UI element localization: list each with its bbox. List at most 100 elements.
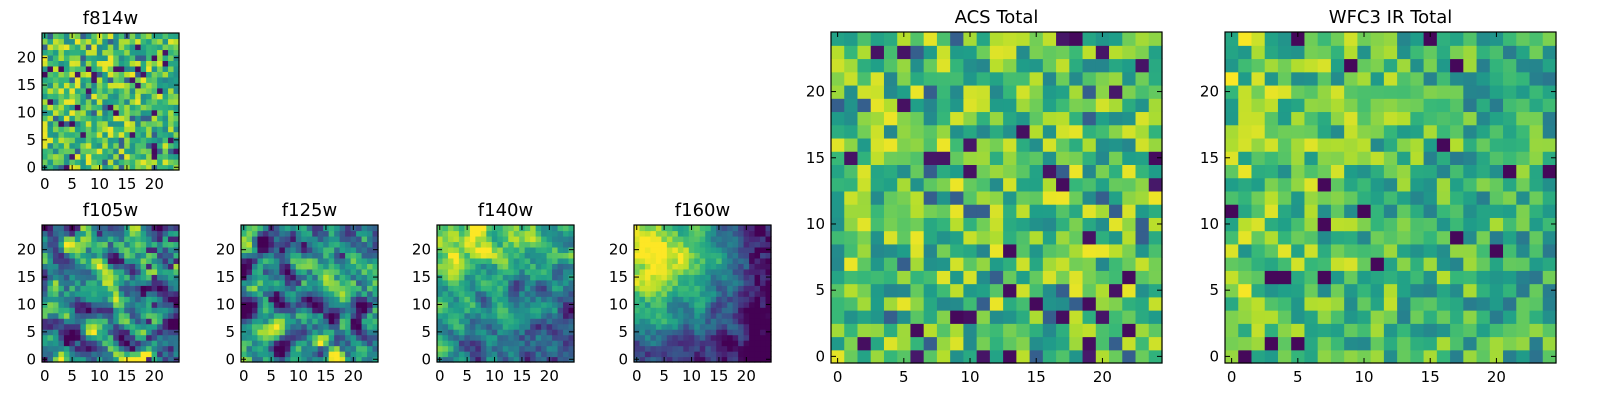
heatmap-cell xyxy=(124,329,131,336)
heatmap-cell xyxy=(350,285,357,292)
heatmap-cell xyxy=(1397,349,1411,364)
heatmap-cell xyxy=(1542,283,1557,298)
heatmap-cell xyxy=(42,120,49,127)
heatmap-cell xyxy=(91,98,98,105)
heatmap-cell xyxy=(74,38,81,45)
heatmap-cell xyxy=(1410,310,1425,324)
heatmap-cell xyxy=(844,151,859,165)
heatmap-cell xyxy=(655,318,662,325)
heatmap-cell xyxy=(279,241,286,248)
heatmap-cell xyxy=(552,246,559,253)
heatmap-cell xyxy=(447,312,455,319)
heatmap-cell xyxy=(157,296,164,303)
heatmap-cell xyxy=(831,296,845,311)
heatmap-cell xyxy=(1095,58,1110,73)
heatmap-cell xyxy=(1225,270,1239,285)
heatmap-cell xyxy=(113,268,120,275)
heatmap-cell xyxy=(129,334,136,341)
heatmap-cell xyxy=(168,301,175,308)
heatmap-cell xyxy=(151,268,158,275)
heatmap-cell xyxy=(1304,45,1319,60)
heatmap-cell xyxy=(157,356,164,363)
heatmap-cell xyxy=(246,225,253,232)
heatmap-cell xyxy=(710,263,717,270)
heatmap-cell xyxy=(1450,190,1464,205)
heatmap-cell xyxy=(688,268,695,275)
heatmap-cell xyxy=(129,318,136,325)
heatmap-cell xyxy=(91,252,98,259)
y-tick-label: 10 xyxy=(17,103,36,121)
heatmap-cell xyxy=(241,334,248,341)
heatmap-cell xyxy=(1463,323,1478,338)
heatmap-cell xyxy=(1225,45,1239,60)
heatmap-cell xyxy=(246,307,253,314)
heatmap-cell xyxy=(923,177,938,192)
heatmap-cell xyxy=(710,351,717,358)
heatmap-cell xyxy=(1251,111,1266,126)
heatmap-cell xyxy=(1397,111,1411,126)
heatmap-cell xyxy=(173,241,180,248)
heatmap-cell xyxy=(118,329,125,336)
heatmap-cell xyxy=(162,98,169,105)
heatmap-cell xyxy=(447,340,455,347)
heatmap-cell xyxy=(262,329,269,336)
heatmap-cell xyxy=(151,323,158,330)
heatmap-cell xyxy=(268,301,275,308)
heatmap-cell xyxy=(69,159,76,166)
heatmap-cell xyxy=(146,318,153,325)
heatmap-cell xyxy=(743,329,750,336)
heatmap-cell xyxy=(74,246,81,253)
heatmap-cell xyxy=(47,252,54,259)
heatmap-cell xyxy=(140,318,147,325)
heatmap-cell xyxy=(257,312,264,319)
heatmap-cell xyxy=(655,225,662,232)
heatmap-cell xyxy=(480,279,487,286)
heatmap-cell xyxy=(563,296,570,303)
heatmap-cell xyxy=(1330,111,1345,126)
heatmap-cell xyxy=(634,334,641,341)
heatmap-cell xyxy=(458,340,465,347)
heatmap-cell xyxy=(453,296,460,303)
heatmap-cell xyxy=(1095,32,1110,46)
heatmap-cell xyxy=(345,356,352,363)
heatmap-cell xyxy=(1277,217,1292,232)
heatmap-cell xyxy=(530,351,537,358)
heatmap-cell xyxy=(257,334,264,341)
heatmap-cell xyxy=(372,252,379,259)
heatmap-cell xyxy=(151,71,158,78)
heatmap-cell xyxy=(1003,98,1017,113)
heatmap-cell xyxy=(124,268,131,275)
heatmap-cell xyxy=(447,307,455,314)
heatmap-cell xyxy=(639,307,646,314)
heatmap-cell xyxy=(118,345,125,352)
heatmap-cell xyxy=(1135,230,1150,245)
heatmap-cell xyxy=(1122,111,1137,126)
heatmap-cell xyxy=(284,268,291,275)
heatmap-cell xyxy=(257,279,264,286)
heatmap-cell xyxy=(1410,32,1425,46)
heatmap-cell xyxy=(442,274,449,281)
heatmap-cell xyxy=(162,131,169,138)
heatmap-cell xyxy=(1529,190,1544,205)
heatmap-cell xyxy=(910,32,925,46)
heatmap-cell xyxy=(151,60,158,67)
heatmap-cell xyxy=(699,351,706,358)
heatmap-cell xyxy=(1383,243,1398,258)
heatmap-cell xyxy=(705,225,712,232)
heatmap-cell xyxy=(113,356,120,363)
heatmap-cell xyxy=(710,257,717,264)
heatmap-cell xyxy=(63,43,70,51)
heatmap-cell xyxy=(113,290,120,297)
heatmap-cell xyxy=(857,310,872,324)
heatmap-cell xyxy=(705,285,712,292)
heatmap-cell xyxy=(345,235,352,243)
heatmap-cell xyxy=(677,230,684,237)
heatmap-cell xyxy=(844,296,859,311)
heatmap-cell xyxy=(634,268,641,275)
heatmap-cell xyxy=(306,318,313,325)
heatmap-cell xyxy=(151,131,158,138)
heatmap-cell xyxy=(464,252,471,259)
y-tick-label: 5 xyxy=(1209,281,1219,299)
heatmap-cell xyxy=(677,340,684,347)
heatmap-cell xyxy=(262,257,269,264)
